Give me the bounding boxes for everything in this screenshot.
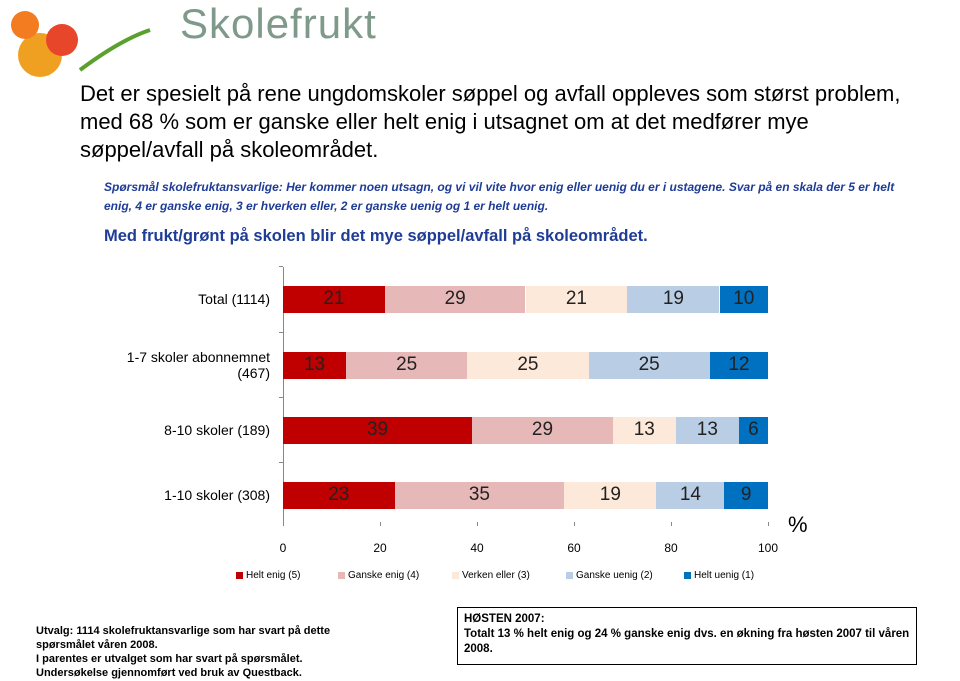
bar-segment [588, 351, 710, 379]
logo-text: Skolefrukt [180, 0, 377, 47]
legend-label: Ganske enig (4) [348, 570, 420, 581]
legend-item: Ganske enig (4) [338, 570, 419, 581]
info-box: HØSTEN 2007: Totalt 13 % helt enig og 24… [457, 607, 917, 665]
notes: Utvalg: 1114 skolefruktansvarlige som ha… [36, 624, 341, 680]
value-label: 29 [444, 288, 466, 309]
x-tick [574, 522, 575, 526]
x-tick-label: 40 [470, 541, 484, 555]
category-label: Total (1114) [198, 291, 270, 307]
box-title: HØSTEN 2007: [464, 613, 545, 625]
bar-segment [346, 351, 468, 379]
axis-tick [279, 462, 283, 463]
y-axis-line [283, 267, 284, 525]
x-axis-label: % [788, 512, 808, 537]
axis-tick [279, 266, 283, 267]
value-label: 12 [728, 354, 750, 375]
legend-item: Verken eller (3) [452, 570, 530, 581]
category-label: 1-7 skoler abonnemnet (467) [126, 349, 270, 381]
axis-tick [279, 332, 283, 333]
value-label: 25 [517, 354, 539, 375]
value-label: 25 [396, 354, 418, 375]
note-line: Undersøkelse gjennomført ved bruk av Que… [36, 667, 302, 679]
legend-label: Verken eller (3) [462, 570, 530, 581]
value-label: 13 [633, 419, 655, 440]
category-label: 8-10 skoler (189) [164, 422, 270, 438]
x-tick [768, 522, 769, 526]
bar-segment [612, 416, 676, 444]
legend-swatch [236, 572, 243, 579]
bar-segment [724, 481, 768, 509]
x-tick-label: 60 [567, 541, 581, 555]
legend-swatch [452, 572, 459, 579]
value-label: 39 [366, 419, 389, 440]
x-tick [671, 522, 672, 526]
category-label: 1-10 skoler (308) [164, 487, 270, 503]
x-tick [283, 522, 284, 526]
x-tick [380, 522, 381, 526]
legend-swatch [566, 572, 573, 579]
bar-segment [467, 351, 589, 379]
value-label: 19 [662, 288, 684, 309]
bar-segment [283, 351, 347, 379]
legend-swatch [684, 572, 691, 579]
value-label: 25 [638, 354, 660, 375]
x-tick-label: 0 [279, 541, 287, 555]
value-label: 35 [468, 484, 490, 505]
legend-item: Ganske uenig (2) [566, 570, 653, 581]
bar-segment [283, 416, 473, 444]
bar-segment [283, 285, 385, 313]
bar-segment [738, 416, 768, 444]
bar-segment [564, 481, 657, 509]
legend-item: Helt uenig (1) [684, 570, 754, 581]
bar-segment [675, 416, 739, 444]
bar-segment [394, 481, 565, 509]
value-label: 14 [679, 484, 701, 505]
box-text: Totalt 13 % helt enig og 24 % ganske eni… [464, 628, 910, 655]
headline: Det er spesielt på rene ungdomskoler søp… [80, 81, 901, 162]
value-label: 29 [531, 419, 554, 440]
bar-segment [472, 416, 613, 444]
x-tick-label: 20 [373, 541, 387, 555]
question: Spørsmål skolefruktansvarlige: Her komme… [104, 180, 895, 213]
chart-title: Med frukt/grønt på skolen blir det mye s… [104, 227, 648, 245]
bar-segment [627, 285, 720, 313]
value-label: 13 [696, 419, 718, 440]
bar-segment [719, 285, 768, 313]
legend-label: Helt uenig (1) [694, 570, 755, 581]
legend-label: Helt enig (5) [246, 570, 301, 581]
legend-item: Helt enig (5) [236, 570, 300, 581]
x-tick-label: 100 [757, 541, 779, 555]
value-label: 21 [323, 288, 345, 309]
bar-segment [525, 285, 628, 313]
value-label: 19 [599, 484, 621, 505]
bar-segment [283, 481, 395, 509]
x-tick [477, 522, 478, 526]
note-line: I parentes er utvalget som har svart på … [36, 653, 303, 665]
legend-swatch [338, 572, 345, 579]
legend-label: Ganske uenig (2) [576, 570, 653, 581]
value-label: 23 [328, 484, 350, 505]
value-label: 9 [740, 484, 752, 505]
axis-tick [279, 397, 283, 398]
value-label: 10 [733, 288, 755, 309]
bar-segment [709, 351, 768, 379]
value-label: 6 [748, 419, 759, 440]
value-label: 13 [303, 354, 326, 375]
x-tick-label: 80 [664, 541, 678, 555]
value-label: 21 [565, 288, 587, 309]
bar-segment [384, 285, 526, 313]
bar-segment [656, 481, 725, 509]
logo-art [11, 11, 151, 77]
note-line: Utvalg: 1114 skolefruktansvarlige som ha… [36, 625, 331, 651]
